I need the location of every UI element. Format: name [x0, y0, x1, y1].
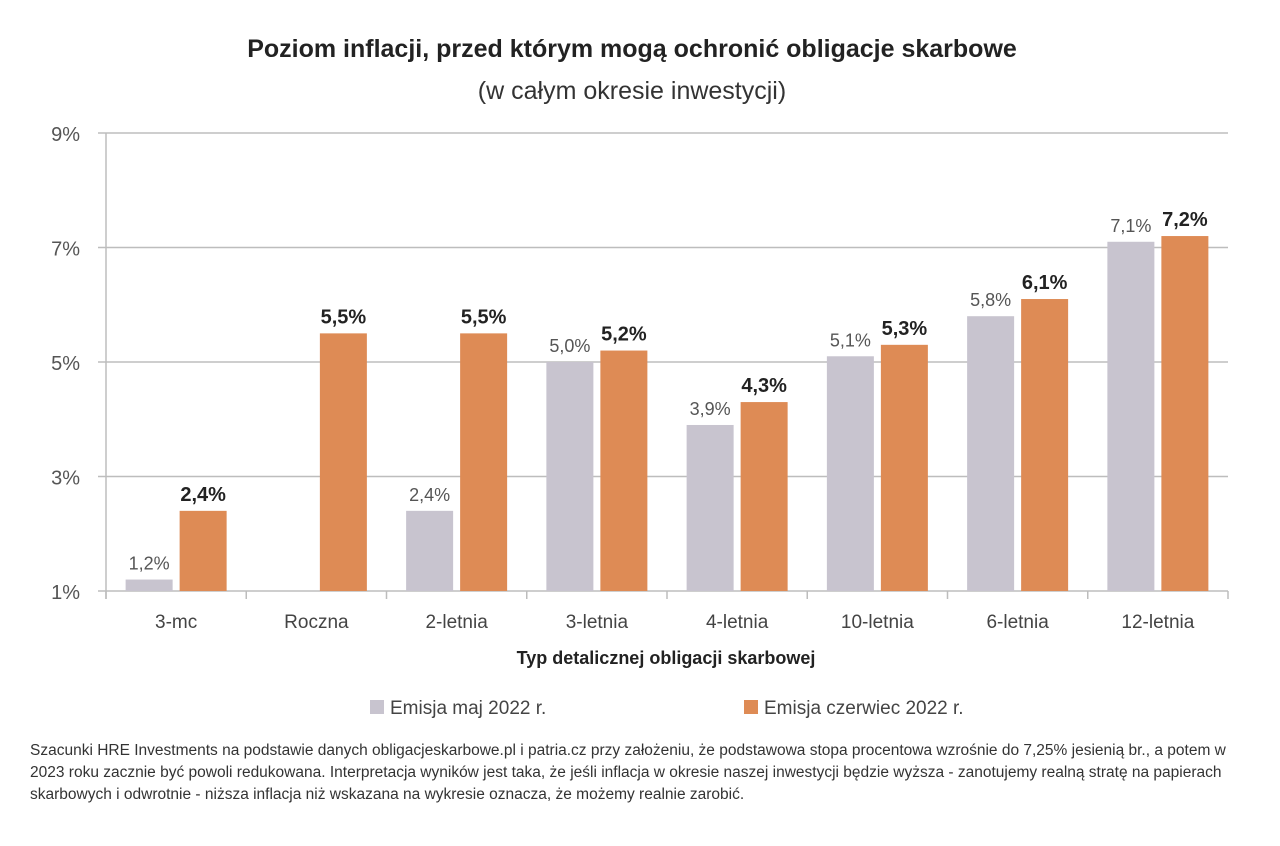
data-label: 5,2%	[601, 324, 647, 346]
x-tick-label: Roczna	[284, 612, 349, 633]
data-label: 7,1%	[1110, 216, 1151, 236]
data-label: 1,2%	[129, 554, 170, 574]
legend-label: Emisja czerwiec 2022 r.	[764, 698, 964, 719]
x-tick-label: 2-letnia	[425, 612, 488, 633]
data-label: 2,4%	[180, 484, 226, 506]
bar-maj	[686, 424, 734, 591]
x-tick-label: 4-letnia	[706, 612, 769, 633]
x-tick-label: 10-letnia	[841, 612, 914, 633]
chart-subtitle: (w całym okresie inwestycji)	[478, 77, 786, 105]
x-tick-label: 3-letnia	[566, 612, 629, 633]
bar-maj	[546, 362, 594, 591]
data-label: 3,9%	[690, 399, 731, 419]
data-label: 5,5%	[321, 306, 367, 328]
bar-czerwiec	[1021, 299, 1069, 591]
data-label: 5,8%	[970, 290, 1011, 310]
y-tick-label: 9%	[51, 124, 80, 146]
data-label: 5,0%	[549, 336, 590, 356]
y-tick-label: 1%	[51, 582, 80, 604]
bar-czerwiec	[460, 333, 508, 591]
bar-czerwiec	[319, 333, 367, 591]
y-tick-label: 7%	[51, 239, 80, 261]
bar-chart: Poziom inflacji, przed którym mogą ochro…	[51, 35, 1229, 719]
x-axis-title: Typ detalicznej obligacji skarbowej	[517, 648, 816, 668]
x-tick-label: 6-letnia	[986, 612, 1049, 633]
data-label: 7,2%	[1162, 209, 1208, 231]
chart-title: Poziom inflacji, przed którym mogą ochro…	[247, 35, 1017, 63]
bar-maj	[406, 510, 454, 591]
bar-czerwiec	[880, 344, 928, 591]
legend-label: Emisja maj 2022 r.	[390, 698, 546, 719]
bar-maj	[967, 316, 1015, 591]
data-label: 5,1%	[830, 330, 871, 350]
y-tick-label: 5%	[51, 353, 80, 375]
data-label: 5,3%	[882, 318, 928, 340]
bar-maj	[1107, 241, 1155, 591]
bar-maj	[125, 579, 173, 591]
bar-czerwiec	[740, 402, 788, 591]
bar-czerwiec	[179, 510, 227, 591]
data-label: 4,3%	[741, 375, 787, 397]
x-tick-label: 3-mc	[155, 612, 197, 633]
x-tick-label: 12-letnia	[1121, 612, 1194, 633]
bar-maj	[826, 356, 874, 591]
data-label: 6,1%	[1022, 272, 1068, 294]
y-tick-label: 3%	[51, 468, 80, 490]
legend-swatch	[370, 700, 384, 714]
legend-swatch	[744, 700, 758, 714]
bar-czerwiec	[600, 350, 648, 591]
data-label: 5,5%	[461, 306, 507, 328]
footnote: Szacunki HRE Investments na podstawie da…	[30, 742, 1226, 803]
data-label: 2,4%	[409, 485, 450, 505]
bar-czerwiec	[1161, 236, 1209, 592]
